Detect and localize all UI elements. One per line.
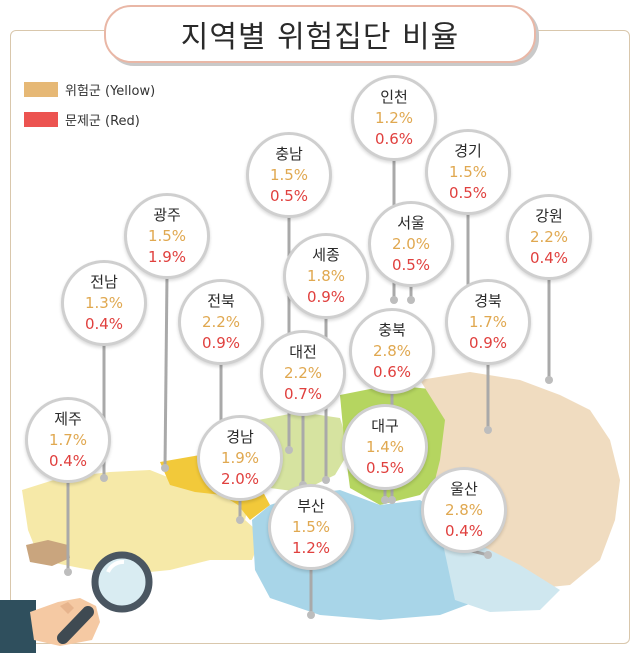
- magnifying-glass-icon: [0, 551, 153, 653]
- pointer-dot: [285, 446, 293, 454]
- region-bubble: 경북 1.7% 0.9%: [445, 279, 531, 365]
- region-bubble: 대구 1.4% 0.5%: [342, 404, 428, 490]
- region-red-rate: 0.6%: [372, 362, 412, 381]
- region-bubble: 전남 1.3% 0.4%: [61, 260, 147, 346]
- region-red-rate: 0.4%: [529, 248, 569, 267]
- pointer-dot: [307, 611, 315, 619]
- pointer-dot: [545, 376, 553, 384]
- pointer-dot: [484, 551, 492, 559]
- region-yellow-rate: 1.7%: [468, 312, 508, 331]
- region-bubble: 광주 1.5% 1.9%: [124, 193, 210, 279]
- region-red-rate: 0.4%: [48, 451, 88, 470]
- region-red-rate: 0.5%: [448, 183, 488, 202]
- region-yellow-rate: 1.7%: [48, 430, 88, 449]
- region-yellow-rate: 1.8%: [306, 266, 346, 285]
- region-red-rate: 0.4%: [84, 314, 124, 333]
- region-yellow-rate: 2.0%: [391, 234, 431, 253]
- pointer-dot: [381, 496, 389, 504]
- region-name: 강원: [535, 206, 563, 225]
- region-name: 울산: [450, 479, 478, 498]
- pointer-line: [163, 274, 169, 469]
- pointer-dot: [322, 476, 330, 484]
- region-yellow-rate: 2.2%: [201, 312, 241, 331]
- region-bubble: 전북 2.2% 0.9%: [178, 279, 264, 365]
- region-bubble: 충북 2.8% 0.6%: [349, 308, 435, 394]
- region-red-rate: 0.6%: [374, 129, 414, 148]
- region-name: 경기: [454, 141, 482, 160]
- region-name: 경남: [226, 427, 254, 446]
- region-red-rate: 0.9%: [306, 287, 346, 306]
- legend-item-yellow: 위험군 (Yellow): [24, 78, 155, 100]
- region-red-rate: 0.9%: [468, 333, 508, 352]
- region-red-rate: 0.9%: [201, 333, 241, 352]
- region-name: 인천: [380, 87, 408, 106]
- region-yellow-rate: 1.5%: [291, 517, 331, 536]
- region-bubble: 제주 1.7% 0.4%: [25, 397, 111, 483]
- region-bubble: 울산 2.8% 0.4%: [421, 467, 507, 553]
- region-red-rate: 0.5%: [391, 255, 431, 274]
- region-name: 서울: [397, 213, 425, 232]
- legend-label-red: 문제군 (Red): [65, 113, 140, 129]
- region-name: 광주: [153, 205, 181, 224]
- pointer-dot: [64, 568, 72, 576]
- region-name: 충남: [275, 144, 303, 163]
- region-name: 경북: [474, 291, 502, 310]
- region-bubble: 대전 2.2% 0.7%: [260, 330, 346, 416]
- region-bubble: 충남 1.5% 0.5%: [246, 132, 332, 218]
- region-name: 제주: [54, 409, 82, 428]
- region-yellow-rate: 1.5%: [147, 226, 187, 245]
- page-title: 지역별 위험집단 비율: [104, 5, 536, 63]
- region-yellow-rate: 1.9%: [220, 448, 260, 467]
- region-name: 부산: [297, 496, 325, 515]
- pointer-dot: [100, 474, 108, 482]
- region-yellow-rate: 2.8%: [444, 500, 484, 519]
- region-yellow-rate: 1.5%: [448, 162, 488, 181]
- region-yellow-rate: 1.5%: [269, 165, 309, 184]
- map-region-jeonnam: [22, 470, 262, 575]
- region-bubble: 서울 2.0% 0.5%: [368, 201, 454, 287]
- legend: 위험군 (Yellow) 문제군 (Red): [24, 78, 155, 138]
- region-yellow-rate: 2.2%: [283, 363, 323, 382]
- region-bubble: 강원 2.2% 0.4%: [506, 194, 592, 280]
- region-bubble: 경남 1.9% 2.0%: [197, 415, 283, 501]
- region-yellow-rate: 1.4%: [365, 437, 405, 456]
- region-bubble: 경기 1.5% 0.5%: [425, 129, 511, 215]
- map-region-jeju: [26, 540, 70, 566]
- region-yellow-rate: 1.2%: [374, 108, 414, 127]
- region-red-rate: 0.5%: [269, 186, 309, 205]
- region-yellow-rate: 2.8%: [372, 341, 412, 360]
- region-red-rate: 0.5%: [365, 458, 405, 477]
- region-name: 충북: [378, 320, 406, 339]
- region-red-rate: 0.7%: [283, 384, 323, 403]
- region-yellow-rate: 1.3%: [84, 293, 124, 312]
- region-bubble: 인천 1.2% 0.6%: [351, 75, 437, 161]
- pointer-dot: [407, 296, 415, 304]
- pointer-dot: [388, 496, 396, 504]
- legend-label-yellow: 위험군 (Yellow): [65, 83, 156, 99]
- region-bubble: 세종 1.8% 0.9%: [283, 233, 369, 319]
- region-name: 전남: [90, 272, 118, 291]
- region-name: 전북: [207, 291, 235, 310]
- pointer-dot: [161, 464, 169, 472]
- pointer-dot: [236, 516, 244, 524]
- region-red-rate: 1.9%: [147, 247, 187, 266]
- region-yellow-rate: 2.2%: [529, 227, 569, 246]
- pointer-dot: [484, 426, 492, 434]
- legend-swatch-yellow: [24, 81, 58, 97]
- region-name: 대구: [371, 416, 399, 435]
- region-bubble: 부산 1.5% 1.2%: [268, 484, 354, 570]
- pointer-dot: [390, 296, 398, 304]
- region-name: 대전: [289, 342, 317, 361]
- legend-swatch-red: [24, 111, 58, 127]
- region-red-rate: 1.2%: [291, 538, 331, 557]
- region-name: 세종: [312, 245, 340, 264]
- legend-item-red: 문제군 (Red): [24, 108, 155, 130]
- region-red-rate: 2.0%: [220, 469, 260, 488]
- region-red-rate: 0.4%: [444, 521, 484, 540]
